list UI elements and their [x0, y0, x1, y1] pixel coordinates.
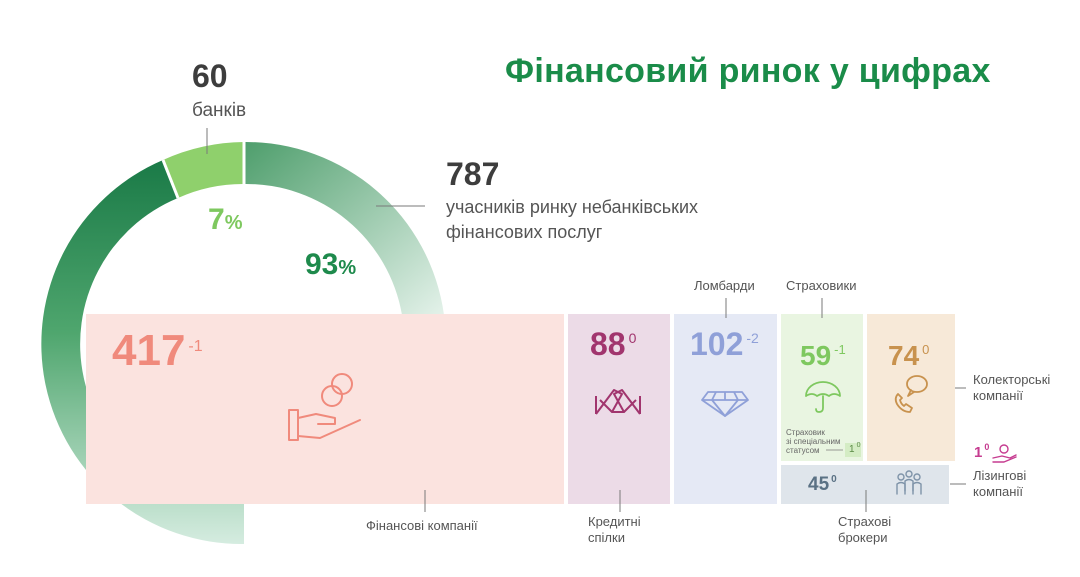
- special-insurer-label: Страховик зі спеціальним статусом: [786, 428, 841, 455]
- leasing-label: Лізингові компанії: [973, 468, 1027, 499]
- credit-value-wrap: 88 0: [590, 326, 636, 363]
- brokers-value-wrap: 45 0: [808, 474, 837, 496]
- special-insurer-change: 0: [856, 442, 861, 449]
- insurers-label: Страховики: [786, 278, 857, 293]
- brokers-value: 45: [808, 474, 830, 495]
- box-credit: [568, 314, 670, 504]
- finance-change: -1: [188, 338, 203, 355]
- banks-percent: 7%: [208, 203, 243, 236]
- hand-coins-icon: [288, 373, 361, 441]
- brokers-label: Страхові брокери: [838, 514, 892, 545]
- nbfs-segment-right: [244, 141, 444, 315]
- pawn-value-wrap: 102 -2: [690, 326, 759, 363]
- collectors-value: 74: [888, 340, 920, 371]
- finance-label: Фінансові компанії: [366, 518, 478, 533]
- credit-value: 88: [590, 326, 626, 362]
- nbfs-label-line2: фінансових послуг: [446, 222, 603, 242]
- nbfs-label-line1: учасників ринку небанківських: [446, 197, 699, 217]
- handshake-icon: [595, 389, 641, 415]
- nbfs-percent: 93%: [305, 248, 357, 281]
- insurers-value: 59: [800, 340, 832, 371]
- collectors-change: 0: [922, 342, 930, 357]
- pawn-value: 102: [690, 326, 744, 362]
- umbrella-icon: [805, 381, 841, 413]
- collectors-value-wrap: 74 0: [888, 340, 929, 372]
- finance-value: 417: [112, 326, 186, 375]
- collectors-label: Колекторські компанії: [973, 372, 1051, 403]
- hand-coin-icon: [992, 444, 1017, 463]
- phone-chat-icon: [894, 375, 928, 413]
- banks-label: банків: [192, 100, 247, 121]
- banks-count: 60: [192, 58, 228, 94]
- leasing-change: 0: [984, 442, 990, 452]
- diamond-icon: [701, 391, 749, 417]
- box-brokers: [781, 465, 949, 504]
- special-insurer-value: 1: [849, 444, 855, 455]
- pawn-label: Ломбарди: [694, 278, 755, 293]
- credit-change: 0: [628, 330, 637, 346]
- box-collectors: [867, 314, 955, 461]
- insurers-change: -1: [834, 342, 846, 357]
- pawn-change: -2: [746, 330, 759, 346]
- finance-value-wrap: 417 -1: [112, 326, 203, 376]
- box-finance: [86, 314, 564, 504]
- box-pawn: [674, 314, 777, 504]
- leasing-value: 1: [974, 444, 983, 461]
- page-title: Фінансовий ринок у цифрах: [505, 52, 991, 90]
- banks-segment: [163, 142, 244, 198]
- nbfs-count: 787: [446, 156, 500, 192]
- people-icon: [896, 470, 922, 495]
- box-insurers: [781, 314, 863, 461]
- brokers-change: 0: [831, 474, 837, 485]
- box-special-insurer: [845, 443, 861, 457]
- insurers-value-wrap: 59 -1: [800, 340, 846, 372]
- credit-label: Кредитні спілки: [588, 514, 641, 545]
